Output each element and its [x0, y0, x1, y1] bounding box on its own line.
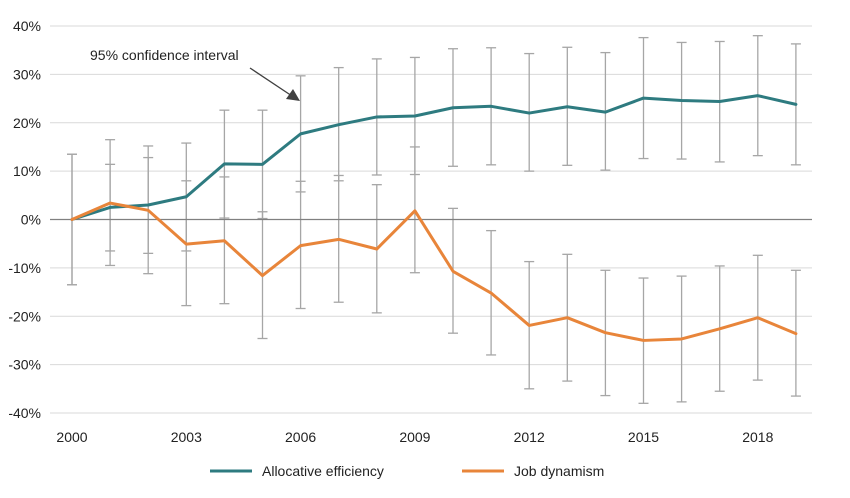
y-tick-label: 30%: [13, 66, 41, 82]
annotation-arrowhead: [286, 89, 300, 101]
y-tick-label: 0%: [21, 212, 41, 228]
annotation-text: 95% confidence interval: [90, 47, 239, 63]
series-line-job-dynamism: [70, 201, 798, 342]
legend: Allocative efficiency Job dynamism: [210, 463, 604, 479]
x-tick-label: 2009: [399, 429, 430, 445]
y-tick-label: 20%: [13, 115, 41, 131]
x-tick-label: 2012: [514, 429, 545, 445]
legend-label-job-dynamism: Job dynamism: [514, 463, 604, 479]
x-tick-label: 2018: [742, 429, 773, 445]
x-tick-label: 2003: [171, 429, 202, 445]
y-tick-label: -10%: [8, 260, 41, 276]
y-tick-label: 40%: [13, 18, 41, 34]
y-tick-label: -30%: [8, 357, 41, 373]
x-axis-tick-labels: 2000 2003 2006 2009 2012 2015 2018: [56, 429, 773, 445]
annotation-arrow-shaft: [249, 67, 293, 97]
y-tick-label: -20%: [8, 308, 41, 324]
series-lines: [70, 94, 798, 342]
x-tick-label: 2000: [56, 429, 87, 445]
annotation: 95% confidence interval: [90, 47, 300, 101]
series-line-allocative-efficiency: [70, 94, 798, 221]
legend-label-allocative-efficiency: Allocative efficiency: [262, 463, 384, 479]
y-tick-label: 10%: [13, 163, 41, 179]
x-tick-label: 2006: [285, 429, 316, 445]
gridlines: [50, 25, 812, 414]
y-axis-tick-labels: 40% 30% 20% 10% 0% -10% -20% -30% -40%: [8, 18, 41, 421]
y-tick-label: -40%: [8, 405, 41, 421]
x-tick-label: 2015: [628, 429, 659, 445]
